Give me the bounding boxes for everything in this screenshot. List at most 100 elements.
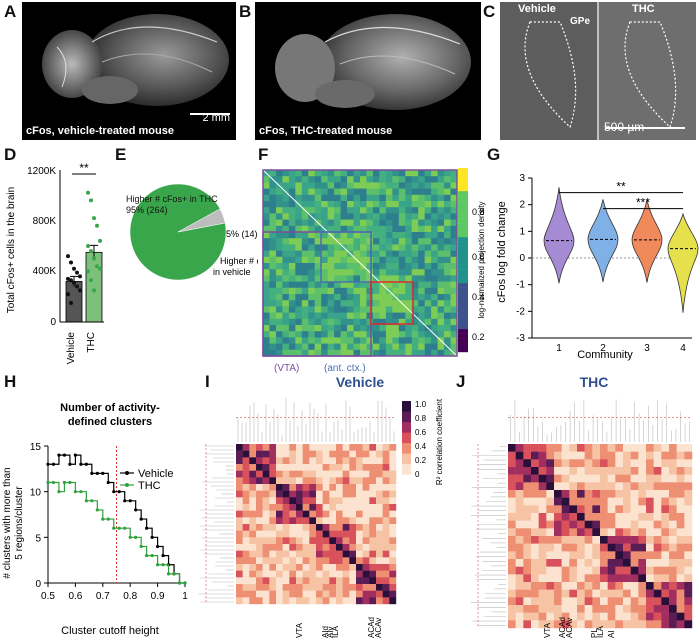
corr-cell [676, 551, 685, 560]
f-heat-cell [340, 170, 348, 177]
f-heat-cell [321, 337, 328, 344]
f-heat-cell [314, 318, 322, 326]
f-heat-cell [418, 213, 425, 220]
corr-cell [262, 564, 270, 571]
f-heat-cell [334, 331, 341, 338]
corr-cell [302, 470, 310, 478]
f-heat-cell [263, 188, 270, 196]
f-heat-cell [321, 287, 328, 295]
h-legend-marker [125, 483, 129, 487]
corr-cell [569, 451, 578, 460]
corr-cell [236, 490, 243, 498]
f-heat-cell [437, 219, 445, 227]
corr-cell [515, 513, 524, 521]
corr-cell [322, 537, 330, 545]
corr-cell [577, 620, 585, 629]
corr-cell [669, 543, 677, 552]
corr-cell [302, 550, 310, 558]
i-cbar-step [402, 411, 411, 423]
f-heat-cell [437, 331, 445, 338]
corr-cell [329, 504, 337, 511]
f-heat-cell [263, 325, 270, 332]
f-heat-cell [334, 343, 341, 351]
f-heat-cell [353, 337, 361, 344]
f-heat-cell [379, 331, 387, 338]
corr-cell [684, 551, 693, 560]
corr-cell [236, 477, 243, 485]
f-heat-cell [450, 201, 458, 208]
f-heat-cell [360, 281, 367, 289]
f-heat-cell [275, 300, 283, 307]
panel-d-chart: Total cFos+ cells in the brain 0 400K 80… [6, 161, 104, 364]
f-heat-cell [275, 269, 283, 276]
corr-cell [546, 467, 555, 475]
f-heat-cell [392, 219, 400, 227]
corr-cell [607, 536, 616, 544]
corr-cell [638, 551, 647, 560]
corr-cell [584, 528, 593, 537]
corr-cell [676, 536, 685, 544]
f-heat-cell [282, 256, 290, 264]
corr-cell [236, 584, 243, 591]
corr-cell [538, 474, 547, 483]
corr-cell [607, 520, 616, 529]
f-heat-cell [288, 349, 296, 357]
f-heat-cell [444, 232, 451, 239]
corr-cell [669, 551, 677, 560]
corr-cell [600, 505, 608, 514]
f-heat-cell [275, 170, 283, 177]
f-heat-cell [366, 337, 374, 344]
f-heat-cell [334, 318, 341, 326]
h-point-thc [117, 526, 121, 530]
h-point-thc [101, 517, 105, 521]
f-heat-cell [334, 213, 341, 220]
f-heat-cell [314, 275, 322, 282]
corr-cell [389, 490, 397, 498]
corr-cell [607, 566, 616, 575]
corr-cell [296, 464, 303, 471]
f-heat-cell [385, 263, 393, 270]
corr-cell [349, 464, 357, 471]
f-heat-cell [444, 318, 451, 326]
corr-cell [356, 537, 363, 545]
corr-cell [289, 577, 297, 585]
corr-cell [309, 590, 317, 598]
f-heat-cell [288, 275, 296, 282]
corr-cell [382, 497, 390, 505]
d-ylabel: Total cFos+ cells in the brain [6, 187, 17, 313]
corr-cell [256, 490, 263, 498]
f-heat-cell [275, 188, 283, 196]
f-heat-cell [288, 207, 296, 214]
corr-cell [592, 566, 601, 575]
h-point-thc [183, 581, 187, 585]
panel-letter-i: I [205, 372, 210, 391]
f-heat-cell [431, 318, 438, 326]
corr-cell [646, 574, 654, 583]
corr-cell [329, 517, 337, 525]
corr-cell [356, 590, 363, 598]
corr-cell [362, 504, 370, 511]
corr-cell [309, 537, 317, 545]
corr-cell [561, 620, 570, 629]
f-heat-cell [385, 318, 393, 326]
corr-cell [531, 482, 539, 491]
f-heat-cell [411, 188, 419, 196]
corr-cell [242, 537, 250, 545]
corr-cell [592, 497, 601, 506]
corr-cell [342, 464, 350, 471]
f-heat-cell [418, 244, 425, 251]
i-cbar-step [402, 422, 411, 433]
region-label-acad: ACAd [367, 617, 376, 638]
f-heat-cell [301, 331, 309, 338]
f-heat-cell [314, 306, 322, 313]
f-heat-cell [411, 194, 419, 202]
f-heat-cell [263, 232, 270, 239]
f-heat-cell [444, 194, 451, 202]
f-heat-cell [398, 213, 406, 220]
corr-cell [676, 566, 685, 575]
corr-cell [676, 528, 685, 537]
f-heat-cell [360, 294, 367, 301]
corr-cell [676, 497, 685, 506]
corr-cell [653, 528, 662, 537]
corr-cell [638, 528, 647, 537]
